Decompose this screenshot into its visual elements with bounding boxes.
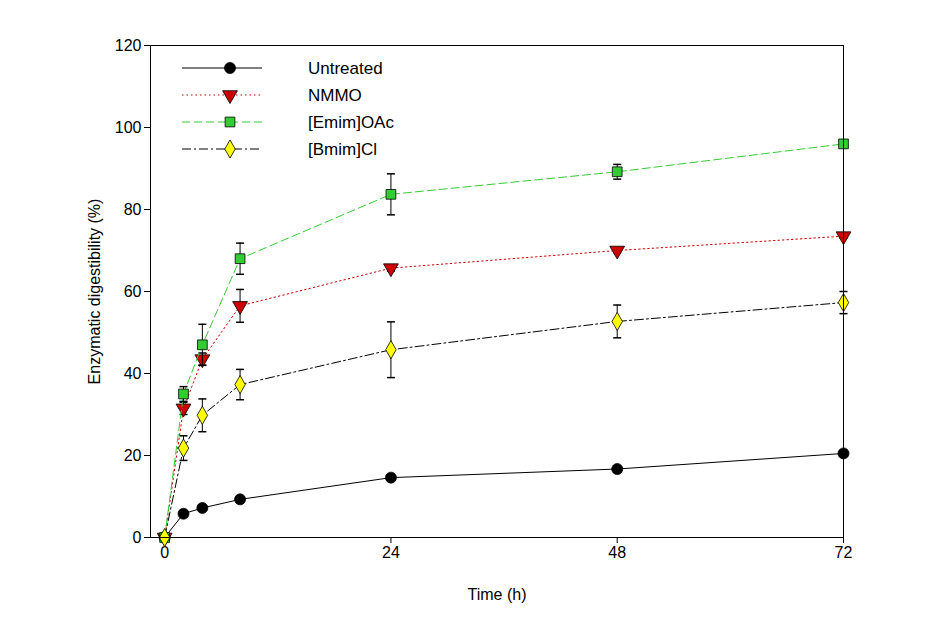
svg-text:20: 20 xyxy=(124,447,142,464)
svg-text:0: 0 xyxy=(160,543,170,561)
svg-text:[Emim]OAc: [Emim]OAc xyxy=(308,113,394,132)
svg-text:48: 48 xyxy=(608,544,626,561)
svg-text:Untreated: Untreated xyxy=(308,59,383,78)
svg-text:40: 40 xyxy=(124,365,142,382)
svg-text:120: 120 xyxy=(115,37,142,54)
svg-text:0: 0 xyxy=(133,529,142,546)
svg-text:24: 24 xyxy=(382,544,400,561)
svg-text:60: 60 xyxy=(124,283,142,300)
svg-text:Enzymatic digestibility (%): Enzymatic digestibility (%) xyxy=(86,199,103,385)
svg-text:[Bmim]Cl: [Bmim]Cl xyxy=(308,140,377,159)
svg-text:100: 100 xyxy=(115,119,142,136)
svg-text:Time (h): Time (h) xyxy=(468,586,527,603)
svg-text:80: 80 xyxy=(124,201,142,218)
svg-text:NMMO: NMMO xyxy=(308,86,362,105)
svg-text:72: 72 xyxy=(835,544,853,561)
